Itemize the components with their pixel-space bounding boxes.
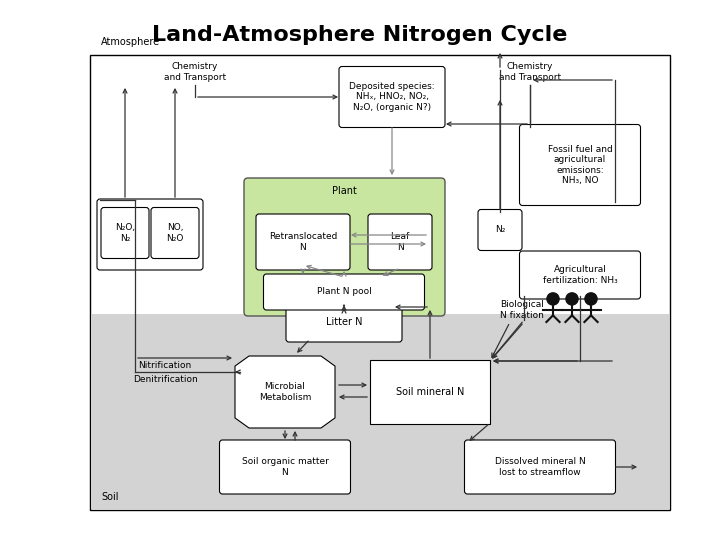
FancyBboxPatch shape — [220, 440, 351, 494]
Text: Litter N: Litter N — [325, 317, 362, 327]
Text: Denitrification: Denitrification — [132, 375, 197, 384]
Text: Atmosphere: Atmosphere — [101, 37, 160, 47]
Text: Soil mineral N: Soil mineral N — [396, 387, 464, 397]
FancyBboxPatch shape — [286, 302, 402, 342]
Text: NO,
N₂O: NO, N₂O — [166, 224, 184, 242]
Polygon shape — [235, 356, 335, 428]
FancyBboxPatch shape — [368, 214, 432, 270]
Circle shape — [585, 293, 597, 305]
Text: Land-Atmosphere Nitrogen Cycle: Land-Atmosphere Nitrogen Cycle — [153, 25, 567, 45]
Text: Chemistry
and Transport: Chemistry and Transport — [164, 62, 226, 82]
FancyBboxPatch shape — [520, 251, 641, 299]
FancyBboxPatch shape — [91, 314, 669, 509]
Text: Fossil fuel and
agricultural
emissions:
NH₃, NO: Fossil fuel and agricultural emissions: … — [548, 145, 613, 185]
Text: Dissolved mineral N
lost to streamflow: Dissolved mineral N lost to streamflow — [495, 457, 585, 477]
FancyBboxPatch shape — [90, 55, 670, 510]
Text: Chemistry
and Transport: Chemistry and Transport — [499, 62, 561, 82]
Text: Microbial
Metabolism: Microbial Metabolism — [258, 382, 311, 402]
Text: Plant: Plant — [332, 186, 356, 196]
FancyBboxPatch shape — [339, 66, 445, 127]
Text: Agricultural
fertilization: NH₃: Agricultural fertilization: NH₃ — [543, 265, 617, 285]
Text: Soil organic matter
N: Soil organic matter N — [242, 457, 328, 477]
Text: Plant N pool: Plant N pool — [317, 287, 372, 296]
Circle shape — [566, 293, 578, 305]
FancyBboxPatch shape — [264, 274, 425, 310]
Text: Leaf
N: Leaf N — [390, 232, 410, 252]
FancyBboxPatch shape — [464, 440, 616, 494]
Text: Biological
N fixation: Biological N fixation — [500, 300, 544, 320]
FancyBboxPatch shape — [101, 207, 149, 259]
FancyBboxPatch shape — [370, 360, 490, 424]
FancyBboxPatch shape — [244, 178, 445, 316]
FancyBboxPatch shape — [478, 210, 522, 251]
FancyBboxPatch shape — [256, 214, 350, 270]
FancyBboxPatch shape — [520, 125, 641, 206]
FancyBboxPatch shape — [151, 207, 199, 259]
FancyBboxPatch shape — [97, 199, 203, 270]
Text: N₂: N₂ — [495, 226, 505, 234]
Text: Retranslocated
N: Retranslocated N — [269, 232, 337, 252]
Text: Deposited species:
NHₓ, HNO₂, NO₂,
N₂O, (organic N?): Deposited species: NHₓ, HNO₂, NO₂, N₂O, … — [349, 82, 435, 112]
Circle shape — [547, 293, 559, 305]
Text: Nitrification: Nitrification — [138, 361, 192, 369]
Text: N₂O,
N₂: N₂O, N₂ — [115, 224, 135, 242]
Text: Soil: Soil — [101, 492, 119, 502]
